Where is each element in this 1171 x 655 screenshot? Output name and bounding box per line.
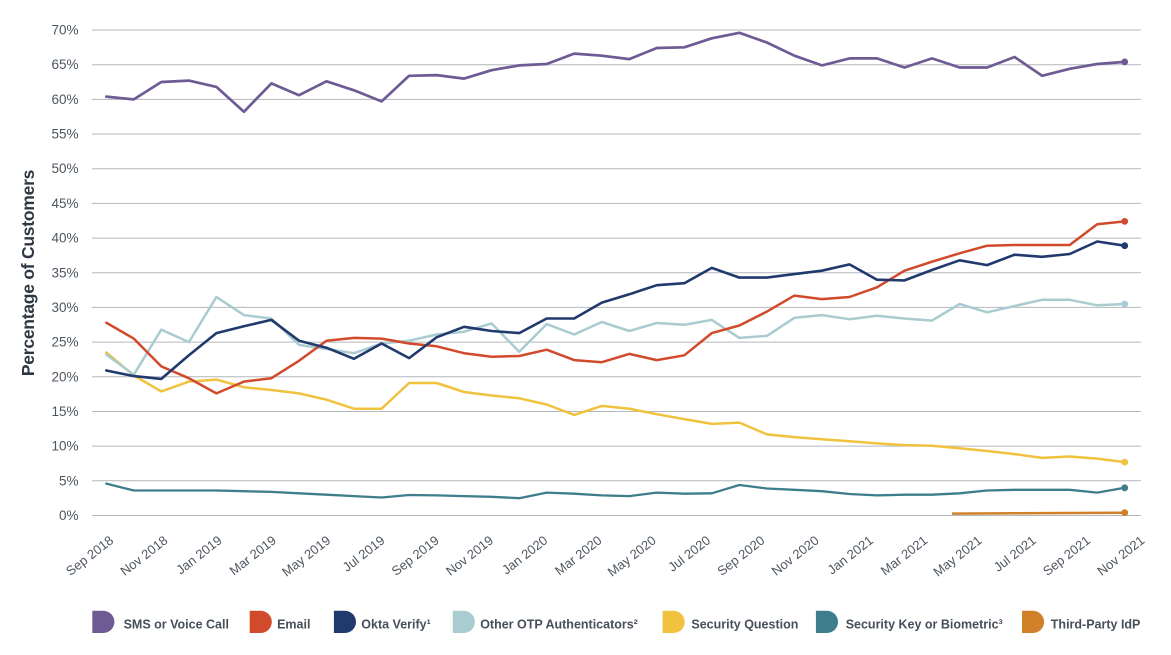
svg-text:70%: 70%	[51, 23, 78, 38]
svg-text:60%: 60%	[51, 92, 78, 107]
svg-text:Jul 2021: Jul 2021	[991, 533, 1039, 575]
svg-text:Mar 2021: Mar 2021	[878, 533, 931, 579]
svg-text:Jul 2019: Jul 2019	[340, 533, 388, 575]
svg-text:Nov 2019: Nov 2019	[443, 533, 496, 579]
svg-text:5%: 5%	[59, 473, 79, 488]
svg-text:Sep 2019: Sep 2019	[389, 533, 442, 579]
svg-text:Nov 2020: Nov 2020	[769, 533, 822, 579]
svg-text:Sep 2018: Sep 2018	[63, 533, 116, 579]
svg-text:65%: 65%	[51, 57, 78, 72]
svg-text:20%: 20%	[51, 369, 78, 384]
svg-text:45%: 45%	[51, 196, 78, 211]
svg-text:Nov 2018: Nov 2018	[117, 533, 170, 579]
svg-text:Jan 2019: Jan 2019	[173, 533, 224, 578]
svg-text:May 2020: May 2020	[605, 533, 659, 580]
svg-text:Sep 2020: Sep 2020	[714, 533, 767, 579]
svg-text:30%: 30%	[51, 300, 78, 315]
svg-text:Mar 2019: Mar 2019	[226, 533, 279, 579]
svg-text:55%: 55%	[51, 127, 78, 142]
svg-text:Percentage of Customers: Percentage of Customers	[18, 169, 38, 376]
svg-text:Email: Email	[277, 618, 310, 632]
svg-text:35%: 35%	[51, 265, 78, 280]
svg-text:Jan 2020: Jan 2020	[499, 533, 550, 578]
svg-text:May 2019: May 2019	[279, 533, 333, 580]
svg-text:May 2021: May 2021	[930, 533, 984, 580]
svg-text:0%: 0%	[59, 508, 79, 523]
svg-text:Jul 2020: Jul 2020	[665, 533, 713, 575]
svg-text:Nov 2021: Nov 2021	[1094, 533, 1147, 579]
svg-text:SMS or Voice Call: SMS or Voice Call	[124, 618, 229, 632]
svg-text:10%: 10%	[51, 439, 78, 454]
svg-text:Third-Party IdP: Third-Party IdP	[1051, 618, 1141, 632]
svg-text:Okta Verify¹: Okta Verify¹	[361, 618, 430, 632]
svg-text:40%: 40%	[51, 231, 78, 246]
svg-text:Other OTP Authenticators²: Other OTP Authenticators²	[480, 618, 638, 632]
svg-text:15%: 15%	[51, 404, 78, 419]
svg-text:Sep 2021: Sep 2021	[1040, 533, 1093, 579]
svg-text:Jan 2021: Jan 2021	[825, 533, 876, 578]
svg-text:Security Key or Biometric³: Security Key or Biometric³	[846, 618, 1003, 632]
svg-text:25%: 25%	[51, 335, 78, 350]
svg-text:50%: 50%	[51, 161, 78, 176]
svg-text:Mar 2020: Mar 2020	[552, 533, 605, 579]
svg-text:Security Question: Security Question	[691, 618, 798, 632]
